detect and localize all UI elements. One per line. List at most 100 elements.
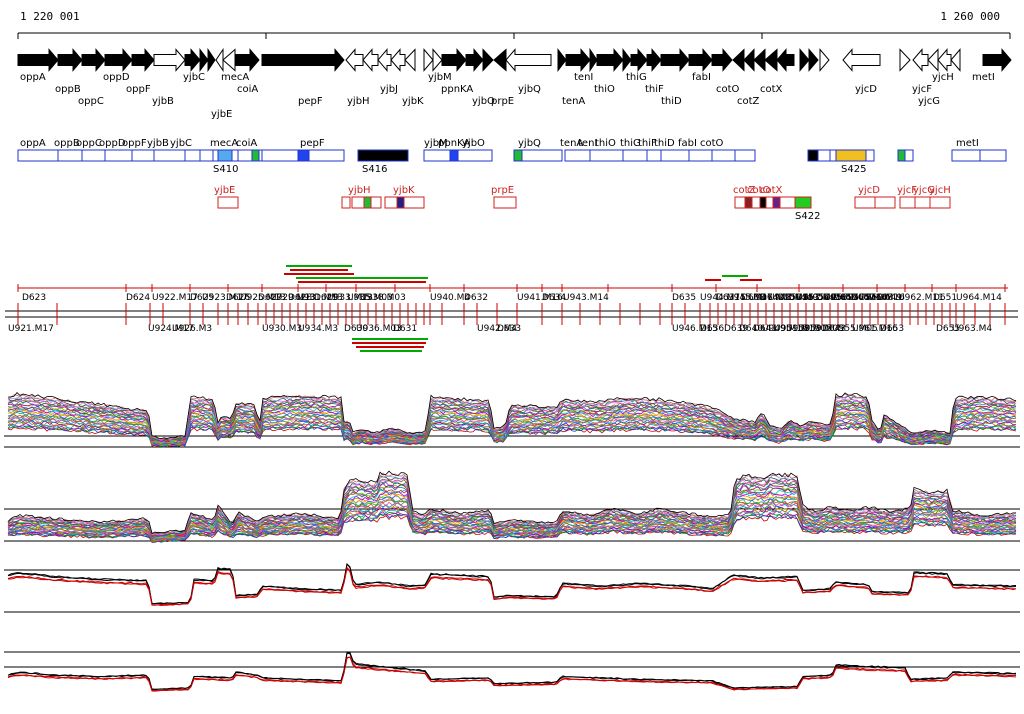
probe-label-D645[interactable]: D645 — [816, 293, 840, 303]
probe-label-U959.M05[interactable]: U959.M05 — [798, 324, 844, 334]
probe-label-U933.M13[interactable]: U933.M13 — [327, 293, 373, 303]
segment-box[interactable] — [217, 196, 239, 209]
probe-label-U930.M3[interactable]: U930.M3 — [262, 324, 302, 334]
segment-box[interactable] — [914, 196, 931, 209]
probe-label-U935.M03[interactable]: U935.M03 — [347, 293, 393, 303]
segment-box[interactable] — [979, 149, 1007, 162]
gene-arrow-tenA-lead[interactable] — [557, 48, 567, 72]
gene-arrow-pepF[interactable] — [261, 48, 345, 72]
probe-label-D653[interactable]: D653 — [880, 324, 904, 334]
segment-box[interactable] — [396, 196, 405, 209]
segment-box[interactable] — [384, 196, 398, 209]
segment-box[interactable] — [403, 196, 425, 209]
segment-box[interactable] — [660, 149, 690, 162]
gene-arrow-oppD[interactable] — [104, 48, 133, 72]
probe-label-D629[interactable]: D629 — [314, 293, 338, 303]
probe-label-U926.M3[interactable]: U926.M3 — [172, 324, 212, 334]
probe-label-U954.M05[interactable]: U954.M05 — [806, 293, 852, 303]
segment-box[interactable] — [951, 149, 981, 162]
probe-label-U948.M15[interactable]: U948.M15 — [768, 293, 814, 303]
probe-label-U962.M11[interactable]: U962.M11 — [898, 293, 944, 303]
segment-box[interactable] — [759, 196, 767, 209]
segment-box[interactable] — [854, 196, 876, 209]
gene-arrow-cotX[interactable] — [753, 48, 766, 72]
segment-box[interactable] — [929, 196, 951, 209]
gene-arrow-thiG[interactable] — [630, 48, 648, 72]
gene-arrow-yjbP[interactable] — [482, 48, 494, 72]
segment-box[interactable] — [897, 149, 906, 162]
probe-label-U923.M17[interactable]: U923.M17 — [202, 293, 248, 303]
probe-label-D641[interactable]: D641 — [753, 324, 777, 334]
segment-box[interactable] — [57, 149, 83, 162]
probe-label-U925.M13[interactable]: U925.M13 — [240, 293, 286, 303]
gene-arrow-mecA[interactable] — [222, 48, 236, 72]
probe-label-U938.M03[interactable]: U938.M03 — [360, 293, 406, 303]
gene-arrow-cotW[interactable] — [764, 48, 778, 72]
segment-box[interactable] — [765, 196, 774, 209]
segment-box[interactable] — [363, 196, 372, 209]
gene-arrow-yjbL[interactable] — [404, 48, 416, 72]
gene-arrow-tenI[interactable] — [589, 47, 598, 73]
segment-box[interactable] — [212, 149, 219, 162]
gene-arrow-oppF[interactable] — [131, 48, 155, 72]
segment-box[interactable] — [772, 196, 781, 209]
gene-arrow-cotY[interactable] — [743, 48, 755, 72]
segment-box[interactable] — [351, 196, 365, 209]
probe-label-D625[interactable]: D625 — [190, 293, 214, 303]
probe-label-D626[interactable]: D626 — [226, 293, 250, 303]
gene-arrow-cotO[interactable] — [711, 48, 733, 72]
gene-arrow-yjcA[interactable] — [799, 48, 810, 72]
probe-label-D639[interactable]: D639 — [724, 324, 748, 334]
segment-box[interactable] — [779, 196, 796, 209]
gene-arrow-fabI[interactable] — [688, 48, 713, 72]
gene-arrow-oppA[interactable] — [17, 48, 59, 72]
gene-arrow-thiO[interactable] — [596, 48, 624, 72]
segment-box[interactable] — [865, 149, 875, 162]
segment-box[interactable] — [744, 196, 753, 209]
gene-arrow-oppB[interactable] — [57, 48, 83, 72]
segment-box[interactable] — [199, 149, 214, 162]
segment-box[interactable] — [817, 149, 831, 162]
probe-label-U943.M14[interactable]: U943.M14 — [563, 293, 609, 303]
gene-arrow-yjbE[interactable] — [207, 47, 216, 73]
probe-label-U924.M17[interactable]: U924.M17 — [148, 324, 194, 334]
gene-arrow-yjbH[interactable] — [345, 48, 364, 72]
probe-label-D649[interactable]: D649 — [878, 293, 902, 303]
probe-label-U929.M13[interactable]: U929.M13 — [270, 293, 316, 303]
segment-box[interactable] — [874, 196, 896, 209]
segment-box[interactable] — [734, 149, 756, 162]
gene-arrow-yjbJ[interactable] — [377, 48, 392, 72]
gene-arrow-yjcF[interactable] — [912, 48, 929, 72]
segment-box[interactable] — [308, 149, 345, 162]
segment-box[interactable] — [131, 149, 155, 162]
segment-box[interactable] — [261, 149, 299, 162]
segment-box[interactable] — [899, 196, 916, 209]
gene-arrow-thiF[interactable] — [646, 48, 662, 72]
segment-box[interactable] — [81, 149, 106, 162]
segment-box[interactable] — [237, 149, 253, 162]
segment-box[interactable] — [297, 149, 310, 162]
gene-arrow-yjbK[interactable] — [390, 48, 406, 72]
gene-arrow-yjbC[interactable] — [184, 48, 201, 72]
probe-label-U947.M15[interactable]: U947.M15 — [749, 293, 795, 303]
probe-label-D630[interactable]: D630 — [344, 324, 368, 334]
probe-label-U946.M15[interactable]: U946.M15 — [672, 324, 718, 334]
segment-box[interactable] — [622, 149, 648, 162]
segment-box[interactable] — [217, 149, 233, 162]
segment-box[interactable] — [711, 149, 736, 162]
gene-arrow-yjbO[interactable] — [465, 48, 484, 72]
segment-box[interactable] — [231, 149, 239, 162]
gene-arrow-yjbI[interactable] — [362, 48, 379, 72]
gene-arrow-yjcB[interactable] — [808, 48, 819, 72]
gene-arrow-yjcH[interactable] — [937, 48, 952, 72]
probe-label-D655[interactable]: D655 — [936, 324, 960, 334]
probe-label-D624[interactable]: D624 — [126, 293, 150, 303]
gene-arrow-yjbF[interactable] — [215, 47, 224, 73]
segment-box[interactable] — [17, 149, 59, 162]
probe-label-D627[interactable]: D627 — [258, 293, 282, 303]
segment-box[interactable] — [251, 149, 260, 162]
segment-box[interactable] — [904, 149, 914, 162]
probe-label-D644[interactable]: D644 — [788, 293, 812, 303]
probe-label-U934.M3[interactable]: U934.M3 — [298, 324, 338, 334]
probe-label-U945.M17[interactable]: U945.M17 — [727, 293, 773, 303]
